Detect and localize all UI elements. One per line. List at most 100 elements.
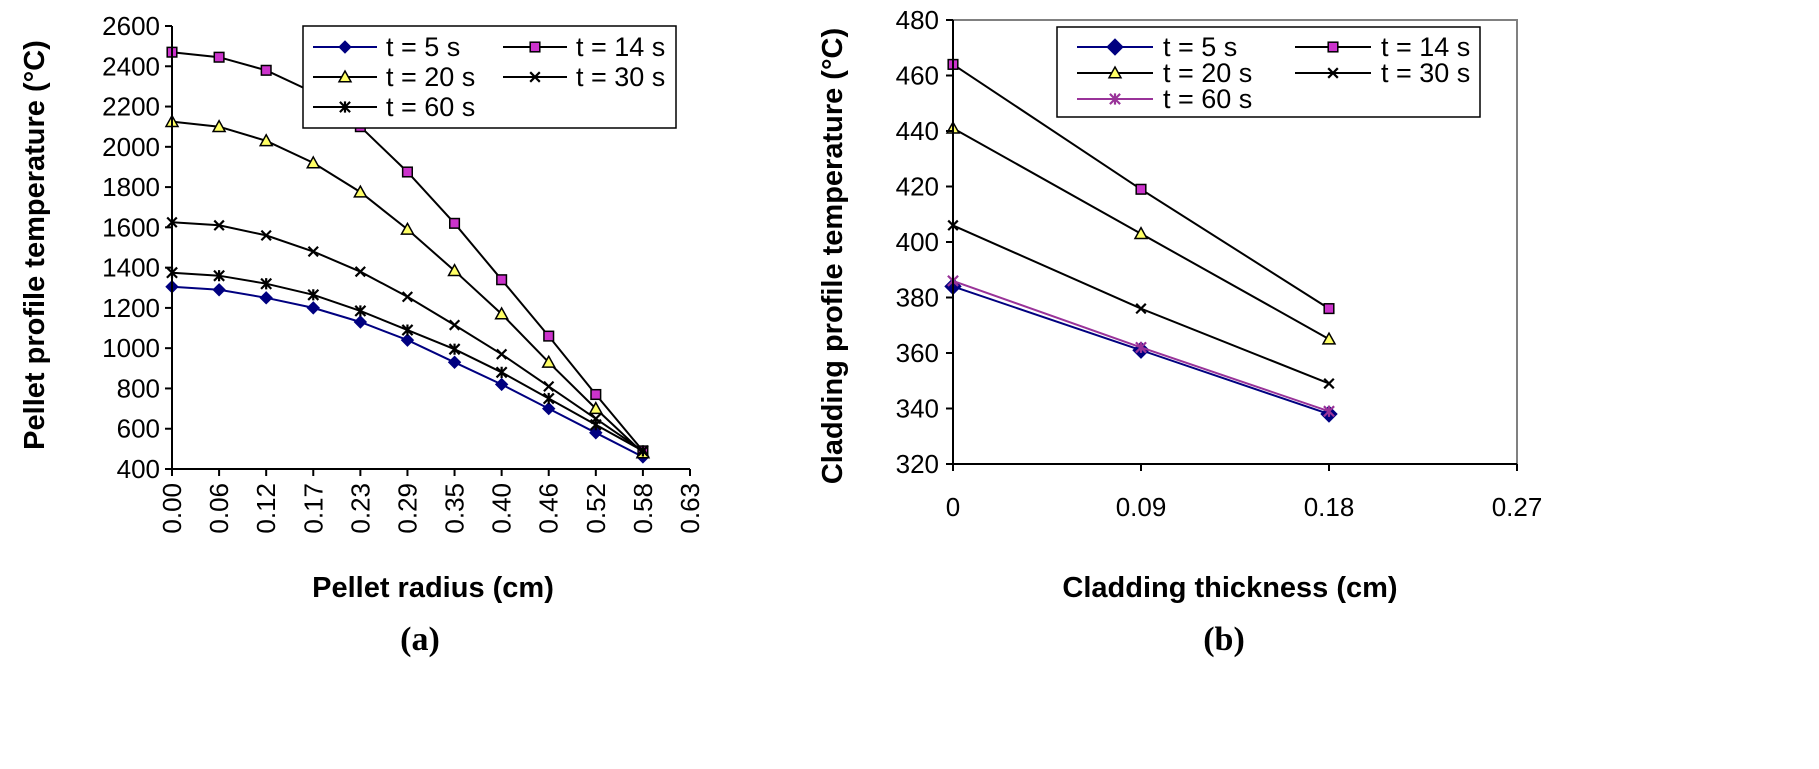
y-tick-label-a: 400	[117, 454, 160, 484]
panel-label-b: (b)	[1203, 621, 1245, 658]
data-point-a	[400, 221, 415, 235]
legend-marker-b	[1327, 67, 1339, 79]
data-point-a	[541, 354, 557, 368]
data-point-a	[448, 319, 461, 331]
series-a-t-5-s	[165, 280, 650, 464]
x-tick-label-a: 0.63	[675, 483, 705, 534]
y-tick-label-a: 2200	[102, 92, 160, 122]
x-tick-label-a: 0.17	[298, 483, 328, 534]
data-point-b	[1135, 303, 1147, 315]
series-a-t-60-s	[166, 266, 649, 457]
data-point-a	[447, 263, 462, 277]
data-point-a	[213, 219, 225, 231]
legend-label-a: t = 60 s	[386, 92, 475, 122]
data-point-b	[1135, 183, 1147, 195]
x-axis-title-a: Pellet radius (cm)	[312, 572, 554, 604]
series-b-t-60-s	[947, 274, 1335, 418]
legend-entry-b: t = 20 s	[1077, 58, 1252, 88]
data-point-a	[448, 217, 461, 229]
legend-label-a: t = 5 s	[386, 32, 460, 62]
x-tick-label-a: 0.06	[204, 483, 234, 534]
x-tick-label-b: 0	[946, 492, 960, 522]
x-tick-label-b: 0.09	[1116, 492, 1167, 522]
data-point-b	[1135, 341, 1147, 354]
x-tick-label-a: 0.12	[251, 483, 281, 534]
data-point-a	[589, 418, 602, 431]
y-tick-label-a: 1400	[102, 253, 160, 283]
legend-marker-a	[337, 69, 353, 83]
data-point-b	[1321, 331, 1337, 345]
series-a-t-30-s	[166, 216, 649, 457]
legend-entry-b: t = 14 s	[1295, 32, 1470, 62]
y-tick-label-b: 360	[896, 338, 939, 368]
data-point-a	[543, 380, 555, 393]
legend-label-b: t = 5 s	[1163, 32, 1237, 62]
y-tick-label-a: 1200	[102, 293, 160, 323]
legend-marker-a	[529, 71, 541, 83]
legend-entry-a: t = 14 s	[503, 32, 665, 62]
legend-label-b: t = 30 s	[1381, 58, 1470, 88]
legend-marker-a	[338, 40, 352, 54]
y-tick-label-b: 380	[896, 283, 939, 313]
data-point-a	[589, 426, 603, 440]
data-point-a	[494, 377, 509, 392]
legend-entry-b: t = 30 s	[1295, 58, 1470, 88]
x-tick-label-a: 0.46	[534, 483, 564, 534]
data-point-a	[212, 283, 226, 297]
legend-marker-b	[1109, 93, 1121, 105]
data-point-a	[211, 119, 227, 133]
y-axis-title-a: Pellet profile temperature (°C)	[19, 40, 51, 450]
data-point-a	[401, 166, 414, 178]
legend-entry-a: t = 5 s	[313, 32, 460, 62]
y-axis-title-b: Cladding profile temperature (°C)	[817, 28, 849, 484]
y-tick-label-b: 460	[896, 61, 939, 91]
data-point-a	[401, 324, 414, 336]
x-tick-label-b: 0.27	[1492, 492, 1543, 522]
data-point-a	[213, 51, 225, 63]
data-point-a	[637, 444, 649, 457]
y-tick-label-a: 2600	[102, 11, 160, 41]
y-tick-label-b: 480	[896, 5, 939, 35]
data-point-a	[260, 64, 272, 76]
data-point-a	[259, 291, 273, 305]
legend-marker-a	[529, 41, 541, 53]
panel-label-a: (a)	[400, 621, 440, 658]
legend-b: t = 5 s t = 14 s t = 20 s t = 30 s t = 60 s	[1056, 26, 1481, 118]
y-tick-label-b: 420	[896, 172, 939, 202]
data-point-b	[1323, 377, 1335, 390]
data-point-a	[495, 366, 508, 379]
y-tick-label-b: 400	[896, 227, 939, 257]
y-tick-label-a: 1000	[102, 333, 160, 363]
chart-panel-a: 400 600 800 1000 1200 1400 1600 1800 2000 2200 240…	[19, 11, 705, 658]
x-tick-label-a: 0.23	[345, 483, 375, 534]
data-point-a	[354, 266, 366, 278]
legend-label-b: t = 20 s	[1163, 58, 1252, 88]
legend-label-a: t = 20 s	[386, 62, 475, 92]
data-point-a	[307, 288, 320, 301]
data-point-a	[448, 343, 461, 356]
data-point-a	[496, 348, 508, 360]
y-tick-label-a: 800	[117, 373, 160, 403]
legend-entry-a: t = 30 s	[503, 62, 665, 92]
data-point-b	[1133, 226, 1149, 240]
data-point-a	[306, 301, 320, 315]
data-point-a	[353, 184, 368, 198]
y-tick-label-a: 2000	[102, 132, 160, 162]
legend-entry-a: t = 20 s	[313, 62, 475, 92]
data-point-a	[590, 388, 602, 401]
legend-marker-a	[339, 101, 351, 113]
chart-panel-b: 320 340 360 380 400 420 440 460 480 0 0.09 0.18 0.27…	[817, 5, 1542, 658]
legend-entry-b: t = 5 s	[1077, 32, 1237, 62]
data-point-b	[1323, 303, 1335, 315]
y-tick-label-a: 600	[117, 414, 160, 444]
legend-label-a: t = 30 s	[576, 62, 665, 92]
x-tick-label-a: 0.52	[581, 483, 611, 534]
legend-entry-a: t = 60 s	[313, 92, 475, 122]
data-point-a	[258, 133, 274, 147]
data-point-a	[213, 269, 225, 282]
legend-a: t = 5 s t = 14 s t = 20 s t = 30 s t = 60 s	[302, 25, 677, 129]
x-tick-label-a: 0.29	[392, 483, 422, 534]
legend-marker-b	[1107, 65, 1123, 79]
data-point-a	[401, 291, 414, 303]
